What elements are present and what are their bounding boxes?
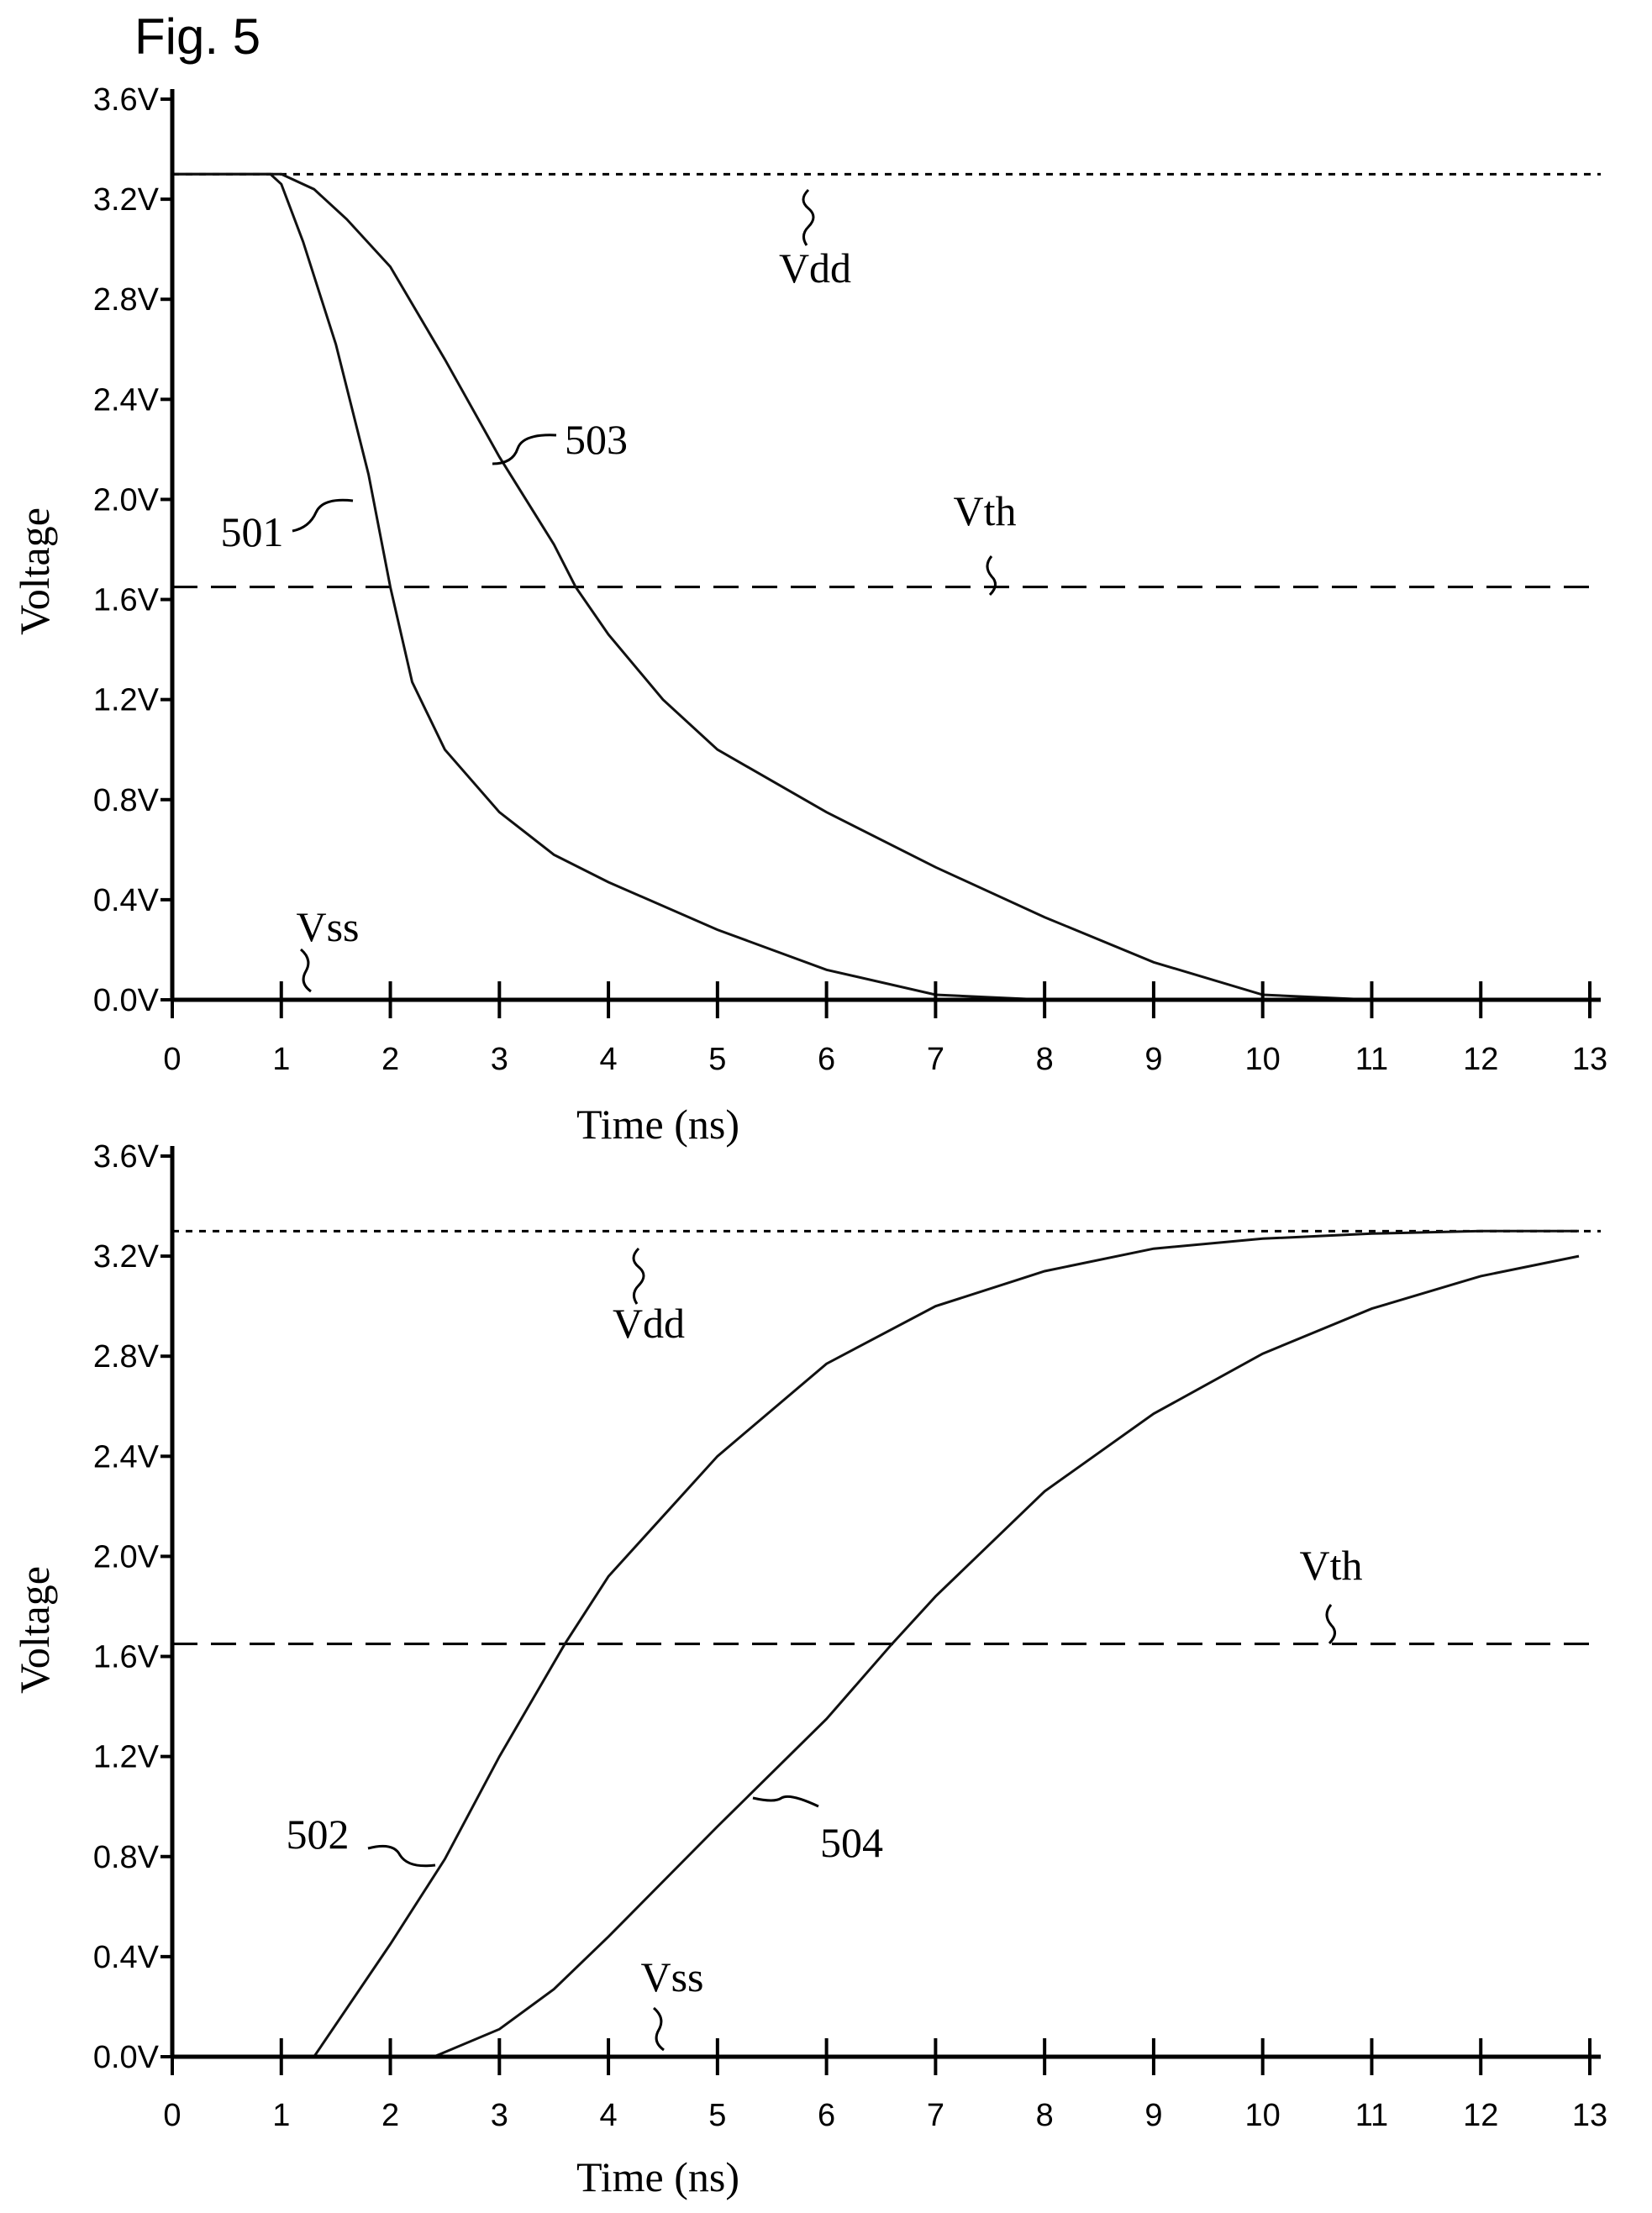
bottom-x-axis: 0 1 2 3 4 5 6 7 8 9 10 11 12 13 — [163, 2038, 1607, 2133]
bottom-x-tick-label: 5 — [708, 2098, 726, 2133]
top-y-tick-label: 1.6V — [93, 583, 160, 618]
bottom-grid-refs — [172, 1229, 1601, 1646]
series-501-curve — [172, 172, 1590, 1001]
top-x-tick-label: 10 — [1245, 1042, 1281, 1077]
bottom-y-tick-label: 3.2V — [93, 1239, 160, 1275]
top-x-axis: 0 1 2 3 4 5 6 7 8 9 10 11 12 13 — [163, 981, 1607, 1077]
label-503-leader — [492, 434, 557, 465]
vdd-leader-top — [802, 188, 815, 246]
top-y-tick-label: 0.0V — [93, 983, 160, 1018]
vdd-leader-bottom — [632, 1247, 645, 1305]
bottom-x-tick-label: 7 — [927, 2098, 944, 2133]
bottom-x-tick-label: 12 — [1463, 2098, 1498, 2133]
bottom-y-tick-label: 0.0V — [93, 2040, 160, 2075]
bottom-y-tick-label: 2.4V — [93, 1439, 160, 1474]
top-x-tick-label: 6 — [818, 1042, 835, 1077]
vth-label-bottom: Vth — [1300, 1542, 1363, 1589]
vth-leader-top — [986, 555, 997, 597]
top-y-tick-label: 2.0V — [93, 482, 160, 518]
bottom-y-tick-label: 1.6V — [93, 1640, 160, 1675]
top-x-axis-title: Time (ns) — [576, 1101, 739, 1148]
bottom-x-tick-label: 9 — [1144, 2098, 1162, 2133]
top-y-axis: 0.0V 0.4V 0.8V 1.2V 1.6V 2.0V 2.4V 2.8V 3.2V 3.6V — [93, 82, 175, 1018]
bottom-x-axis-title: Time (ns) — [576, 2153, 739, 2200]
top-y-tick-label: 3.6V — [93, 82, 160, 118]
top-x-tick-label: 7 — [927, 1042, 944, 1077]
vth-label-top: Vth — [954, 487, 1017, 534]
top-x-tick-label: 3 — [491, 1042, 508, 1077]
bottom-y-axis: 0.0V 0.4V 0.8V 1.2V 1.6V 2.0V 2.4V 2.8V 3.2V 3.6V — [93, 1139, 175, 2075]
vdd-label-bottom: Vdd — [613, 1300, 685, 1347]
bottom-x-tick-label: 8 — [1036, 2098, 1054, 2133]
top-y-tick-label: 0.8V — [93, 783, 160, 818]
vss-leader-top — [299, 948, 312, 993]
bottom-y-tick-label: 0.4V — [93, 1940, 160, 1975]
top-y-axis-title: Voltage — [11, 507, 58, 635]
bottom-x-tick-label: 11 — [1355, 2098, 1388, 2133]
vss-leader-bottom — [652, 2006, 665, 2052]
top-y-tick-label: 1.2V — [93, 683, 160, 718]
bottom-series-layer — [172, 1229, 1580, 2058]
vss-label-bottom: Vss — [640, 1953, 703, 2000]
series-503-curve — [172, 172, 1590, 1001]
top-y-tick-label: 0.4V — [93, 883, 160, 918]
bottom-x-tick-label: 0 — [163, 2098, 181, 2133]
top-x-tick-label: 13 — [1572, 1042, 1607, 1077]
bottom-x-tick-label: 1 — [272, 2098, 290, 2133]
series-504-curve — [172, 1254, 1580, 2058]
top-x-tick-label: 12 — [1463, 1042, 1498, 1077]
top-series-layer — [172, 172, 1590, 1001]
bottom-y-axis-title: Voltage — [11, 1566, 58, 1694]
vss-label-top: Vss — [296, 903, 359, 950]
bottom-x-tick-label: 4 — [600, 2098, 618, 2133]
top-x-tick-label: 8 — [1036, 1042, 1054, 1077]
top-x-tick-label: 1 — [272, 1042, 290, 1077]
label-503: 503 — [565, 416, 628, 463]
bottom-y-tick-label: 3.6V — [93, 1139, 160, 1175]
top-x-tick-label: 5 — [708, 1042, 726, 1077]
bottom-x-tick-label: 13 — [1572, 2098, 1607, 2133]
bottom-y-tick-label: 2.8V — [93, 1339, 160, 1375]
series-502-curve — [172, 1229, 1579, 2058]
label-501: 501 — [221, 508, 284, 555]
label-501-leader — [292, 498, 354, 533]
top-x-tick-label: 9 — [1144, 1042, 1162, 1077]
bottom-y-tick-label: 0.8V — [93, 1840, 160, 1875]
bottom-y-tick-label: 1.2V — [93, 1740, 160, 1775]
top-x-tick-label: 11 — [1355, 1042, 1388, 1077]
label-504-leader — [752, 1795, 819, 1808]
top-x-tick-label: 0 — [163, 1042, 181, 1077]
top-y-tick-label: 2.8V — [93, 282, 160, 318]
vdd-label-top: Vdd — [779, 244, 851, 292]
label-502-leader — [367, 1844, 436, 1868]
top-chart: 0 1 2 3 4 5 6 7 8 9 10 11 12 13 0.0V0.4V0.8V1.2V1.6V2… — [11, 82, 1607, 1148]
top-x-tick-label: 4 — [600, 1042, 618, 1077]
figure-label: Fig. 5 — [134, 8, 260, 65]
top-y-tick-label: 2.4V — [93, 382, 160, 418]
bottom-x-tick-label: 2 — [381, 2098, 399, 2133]
bottom-x-tick-label: 10 — [1245, 2098, 1281, 2133]
bottom-x-tick-label: 6 — [818, 2098, 835, 2133]
label-504: 504 — [820, 1819, 883, 1866]
bottom-x-tick-label: 3 — [491, 2098, 508, 2133]
bottom-annotations: Vdd Vth Vss 502 504 — [287, 1247, 1363, 2052]
top-x-tick-label: 2 — [381, 1042, 399, 1077]
bottom-chart: 0 1 2 3 4 5 6 7 8 9 10 11 12 13 0.0V0.4V0.8V1.2V1.6V2… — [11, 1139, 1607, 2200]
top-grid-refs — [172, 172, 1601, 589]
bottom-y-tick-label: 2.0V — [93, 1539, 160, 1574]
vth-leader-bottom — [1325, 1604, 1336, 1645]
top-y-tick-label: 3.2V — [93, 182, 160, 218]
top-annotations: Vdd Vth Vss 501 503 — [221, 188, 1017, 993]
label-502: 502 — [287, 1811, 350, 1858]
